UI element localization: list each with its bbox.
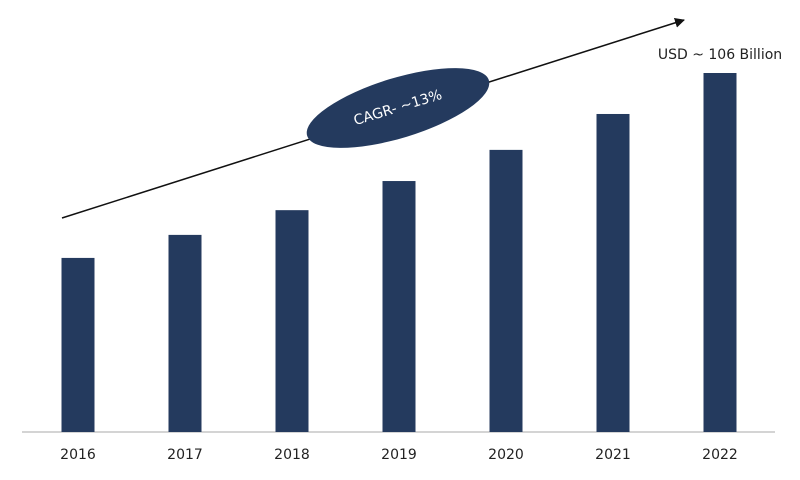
- x-tick-label: 2018: [274, 447, 310, 463]
- bar: [596, 113, 630, 432]
- bar: [61, 257, 95, 432]
- bar: [168, 234, 202, 432]
- cagr-badge: CAGR- ~13%: [306, 68, 490, 148]
- x-tick-label: 2020: [488, 447, 524, 463]
- bar: [489, 149, 523, 432]
- x-tick-label: 2021: [595, 447, 631, 463]
- x-tick-label: 2016: [60, 447, 96, 463]
- bar: [703, 73, 737, 432]
- cagr-ellipse: [306, 68, 490, 148]
- bar: [275, 210, 309, 432]
- bar: [382, 181, 416, 432]
- x-tick-label: 2017: [167, 447, 203, 463]
- value-label: USD ~ 106 Billion: [658, 47, 782, 63]
- x-tick-label: 2019: [381, 447, 417, 463]
- x-tick-label: 2022: [702, 447, 738, 463]
